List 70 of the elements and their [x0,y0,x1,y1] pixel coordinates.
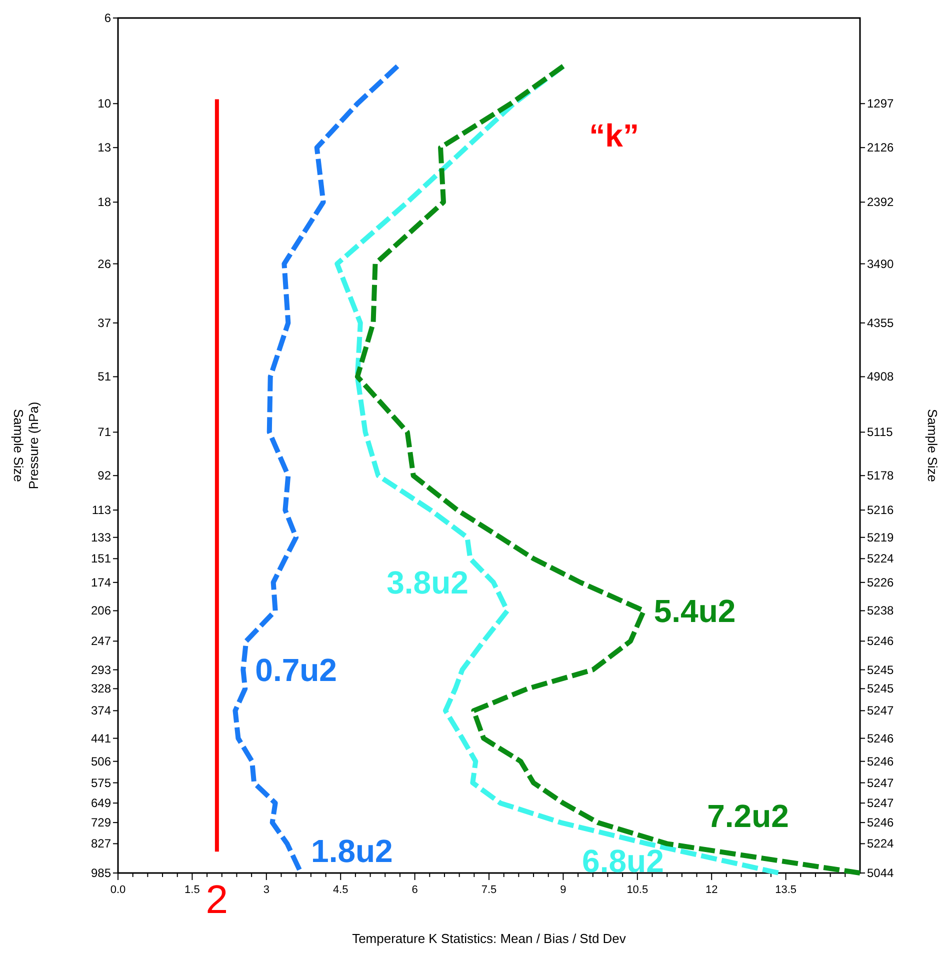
text: 5247 [867,704,894,718]
x-tick-label: 7.5 [481,884,497,896]
y-tick-label: 985 [90,866,112,880]
text: 5246 [867,731,894,746]
x-tick-label: 9 [560,884,566,896]
x-tick-label: 3 [263,884,270,896]
text: 5247 [867,776,894,790]
text: 2126 [867,140,894,155]
y-tick-label: 18 [98,195,112,210]
annotation: 3.8u2 [386,564,468,601]
y-tick-label: 6 [104,11,112,25]
x-tick-label: 12 [705,884,718,896]
y-tick-label: 293 [90,662,112,677]
annotation: 1.8u2 [311,833,393,870]
text: 5178 [867,468,894,483]
text: 5246 [867,816,894,830]
ref-line-label: 2 [206,878,228,922]
x-tick-label: 4.5 [332,884,348,896]
text: 3490 [867,256,894,271]
annotation: 7.2u2 [707,798,789,834]
text: 5219 [867,530,894,544]
y-tick-label: 649 [90,796,112,810]
y-tick-label: 575 [90,776,112,790]
text: 5224 [867,836,894,851]
annotation: 6.8u2 [582,843,664,880]
annotation: “k” [589,117,639,154]
text: 5247 [867,796,894,810]
text: 4355 [867,316,894,330]
y-tick-label: 151 [90,552,112,566]
y-tick-label: 37 [98,316,112,330]
x-tick-label: 0.0 [110,884,126,896]
y-tick-label: 92 [98,468,112,483]
y-tick-label: 441 [90,731,112,746]
y-tick-label: 133 [90,530,112,544]
text: 2392 [867,195,894,210]
y-tick-label: 328 [90,682,112,696]
y-tick-label: 113 [92,503,112,518]
x-tick-label: 1.5 [184,884,200,896]
text: 5245 [867,662,894,677]
text: 5224 [867,552,894,566]
y-tick-label: 247 [90,634,112,648]
y-tick-label: 71 [98,425,112,440]
x-tick-label: 13.5 [775,884,797,896]
y-tick-label: 13 [98,140,112,155]
text: 5238 [867,604,894,618]
text: 5226 [867,575,894,590]
text: Sample Size [925,409,940,482]
annotation: 0.7u2 [255,652,337,688]
y-tick-label: 506 [90,754,112,768]
x-tick-label: 10.5 [626,884,648,896]
y-tick-label: 174 [90,575,112,590]
text: 5245 [867,682,894,696]
text: 5246 [867,634,894,648]
text: 5044 [867,866,894,880]
text: 4908 [867,370,894,384]
y-tick-label: 374 [90,704,112,718]
y-tick-label: 206 [90,604,112,618]
text: 5246 [867,754,894,768]
x-axis-title: Temperature K Statistics: Mean / Bias / Std Dev [352,931,626,946]
text: 5115 [867,425,894,440]
y-tick-label: 729 [90,816,112,830]
y-tick-label: 10 [98,96,112,111]
x-tick-label: 6 [412,884,418,896]
text: 5216 [867,503,894,518]
y-axis-title: Sample Size Pressure (hPa) [11,402,41,490]
text: 1297 [867,96,894,111]
y-tick-label: 827 [90,836,112,851]
y-tick-label: 51 [98,370,112,384]
y-tick-label: 26 [98,256,112,271]
annotation: 5.4u2 [654,592,736,629]
